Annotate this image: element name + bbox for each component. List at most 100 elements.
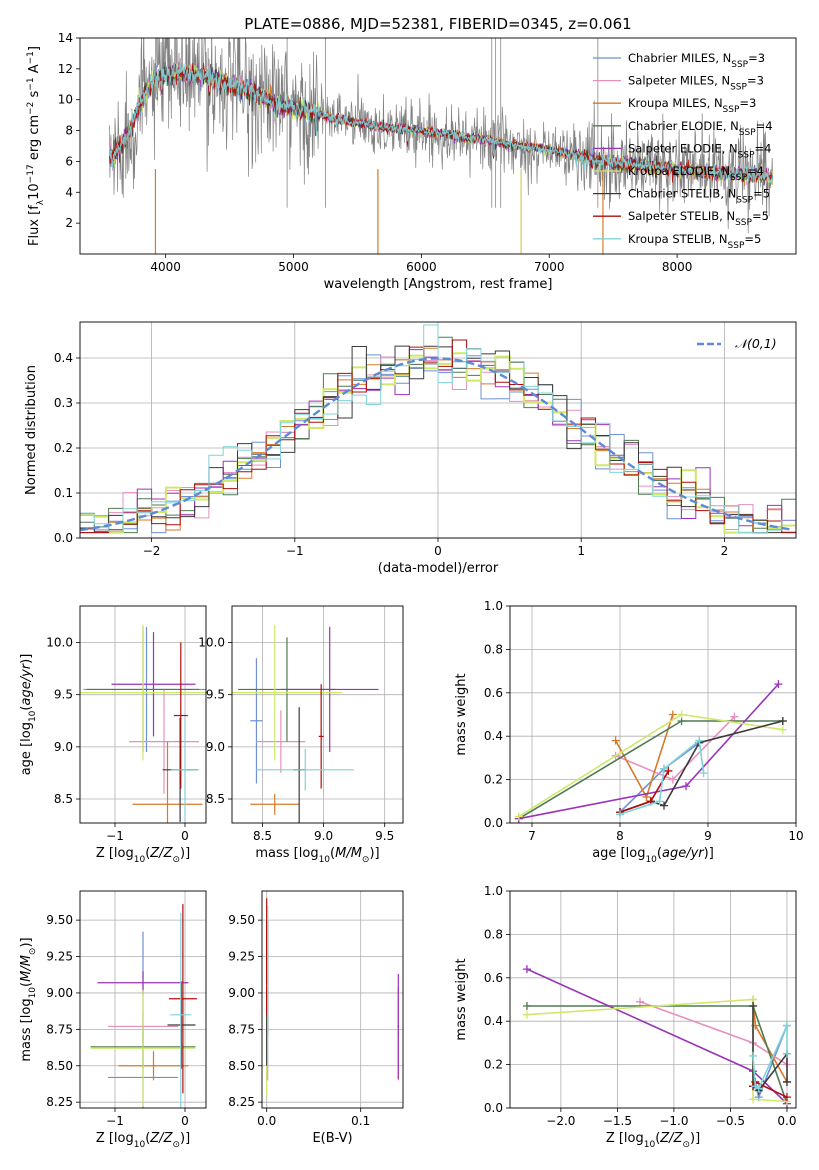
y-tick-label: 1.0 xyxy=(484,884,503,898)
weight-marker xyxy=(655,797,664,806)
weight-marker xyxy=(695,736,704,745)
weight-marker xyxy=(677,710,686,719)
y-tick-label: 0.0 xyxy=(484,1101,503,1115)
panel-spectrum: 4000 5000 6000 7000 8000 2 4 6 8 10 12 14 wavelength… xyxy=(26,31,797,292)
y-tick-label: 8.5 xyxy=(206,792,225,806)
x-tick-label: 8000 xyxy=(662,260,693,274)
weight-marker xyxy=(699,769,708,778)
x-tick-label: 4000 xyxy=(150,260,181,274)
y-axis-label-part: )] xyxy=(19,654,34,664)
plot-area xyxy=(80,324,796,534)
weight-marker xyxy=(522,1002,531,1011)
plot-area xyxy=(522,965,791,1108)
legend-label-1: Salpeter MILES, NSSP=3 xyxy=(628,74,764,93)
data-point xyxy=(328,688,331,691)
x-tick-label: 0.0 xyxy=(257,1114,276,1128)
x-axis-label-part: ⊙ xyxy=(682,1140,690,1150)
x-axis-label-part: )] xyxy=(690,1131,700,1146)
data-point xyxy=(266,984,269,987)
x-axis-label-part: ( xyxy=(145,846,150,861)
y-tick-label: 0.6 xyxy=(484,686,503,700)
data-point xyxy=(142,691,144,694)
y-axis-label-part: Normed distribution xyxy=(24,365,39,495)
data-point xyxy=(142,981,144,984)
data-point xyxy=(182,997,184,1000)
axes-frame xyxy=(261,890,404,1109)
x-tick-label: 8 xyxy=(616,829,624,843)
x-tick-label: 7 xyxy=(528,829,536,843)
y-tick-label: 9.5 xyxy=(206,688,225,702)
y-axis-label: age [log10(age/yr)] xyxy=(19,654,38,776)
legend-label-value: =5 xyxy=(744,232,761,246)
y-tick-label: 9.00 xyxy=(46,986,73,1000)
x-tick-label: −1 xyxy=(286,544,304,558)
y-axis-label-part: age [log xyxy=(19,722,34,775)
legend-label-2: Kroupa MILES, NSSP=3 xyxy=(628,96,756,115)
legend-label-sub: SSP xyxy=(736,196,753,206)
y-tick-label: 10.0 xyxy=(46,636,73,650)
y-tick-label: 0.4 xyxy=(54,351,73,365)
panel-residuals: −2 −1 0 1 2 0.0 0.1 0.2 0.3 0.4 (data-model)/error… xyxy=(24,321,797,576)
weight-marker xyxy=(660,764,668,773)
y-axis-label: mass weight xyxy=(454,673,469,755)
legend-label-0: Chabrier MILES, NSSP=3 xyxy=(628,51,765,70)
weight-marker xyxy=(774,680,783,689)
x-axis-label-part: Z [log xyxy=(96,1131,134,1146)
plot-area xyxy=(232,624,379,823)
y-tick-label: 9.0 xyxy=(206,740,225,754)
legend-label-sub: SSP xyxy=(730,173,747,183)
x-tick-label: −1 xyxy=(106,829,124,843)
y-axis-label-part: erg cm xyxy=(27,115,42,164)
weight-marker xyxy=(749,1002,758,1011)
data-point xyxy=(152,683,155,686)
panel-mass-vs-Z: −1 08.258.508.759.009.259.50Z [log10(Z/Z⊙… xyxy=(19,890,207,1150)
y-axis-label-part: 10 xyxy=(28,987,38,999)
weight-marker xyxy=(782,1077,791,1086)
y-axis-label-part: mass weight xyxy=(454,958,469,1040)
x-axis-label: age [log10(age/yr)] xyxy=(592,846,714,865)
y-tick-label: 0.2 xyxy=(484,773,503,787)
x-axis-label-part: Z/Z xyxy=(659,1131,683,1146)
legend-label-4: Salpeter ELODIE, NSSP=4 xyxy=(628,141,771,160)
weight-marker xyxy=(682,782,690,791)
y-axis-label: mass weight xyxy=(454,958,469,1040)
weight-marker xyxy=(522,1010,531,1019)
y-tick-label: 0.4 xyxy=(484,1014,503,1028)
x-axis-label: wavelength [Angstrom, rest frame] xyxy=(324,277,553,292)
legend-label-text: Chabrier MILES, N xyxy=(628,51,731,65)
y-axis-label-part: 10 xyxy=(28,710,38,722)
y-axis-label-part: Flux [f xyxy=(27,205,42,246)
x-tick-label: 0.0 xyxy=(777,1114,796,1128)
x-axis-label-part: E(B-V) xyxy=(312,1131,352,1146)
legend-label-text: Salpeter MILES, N xyxy=(628,74,730,88)
x-tick-label: −1 xyxy=(106,1114,124,1128)
x-axis-label-part: Z [log xyxy=(606,1131,644,1146)
y-axis-label-part: s xyxy=(27,90,42,101)
y-axis-label-part: mass [log xyxy=(19,998,34,1061)
legend-label-text: Kroupa STELIB, N xyxy=(628,232,728,246)
x-tick-label: 9 xyxy=(704,829,712,843)
y-axis-label-part: −2 xyxy=(26,102,36,115)
plot-area xyxy=(90,904,197,1108)
data-point xyxy=(397,1025,400,1028)
y-tick-label: 9.25 xyxy=(228,950,255,964)
panel-mass-vs-EBV: 0.0 0.1 8.25 8.50 8.75 9.00 9.25 9.50 E(B-V) xyxy=(228,890,404,1146)
y-tick-label: 8.5 xyxy=(54,792,73,806)
legend-label-value: =5 xyxy=(753,187,770,201)
legend-label-sub: SSP xyxy=(728,241,745,251)
data-point xyxy=(273,803,276,806)
weight-marker xyxy=(668,710,677,719)
data-point xyxy=(179,1013,182,1016)
y-axis-label-part: )] xyxy=(19,937,34,947)
y-tick-label: 10 xyxy=(58,93,73,107)
x-axis-label: Z [log10(Z/Z⊙)] xyxy=(96,846,190,865)
y-axis-label-part: age/yr xyxy=(19,662,34,705)
y-axis-label-part: 10 xyxy=(27,183,42,200)
axes-frame xyxy=(509,605,797,824)
data-point xyxy=(152,1064,155,1067)
x-tick-label: 8.5 xyxy=(253,829,272,843)
normal-curve xyxy=(80,357,794,532)
y-axis-label-part: −17 xyxy=(26,164,36,183)
weight-marker xyxy=(636,997,644,1006)
